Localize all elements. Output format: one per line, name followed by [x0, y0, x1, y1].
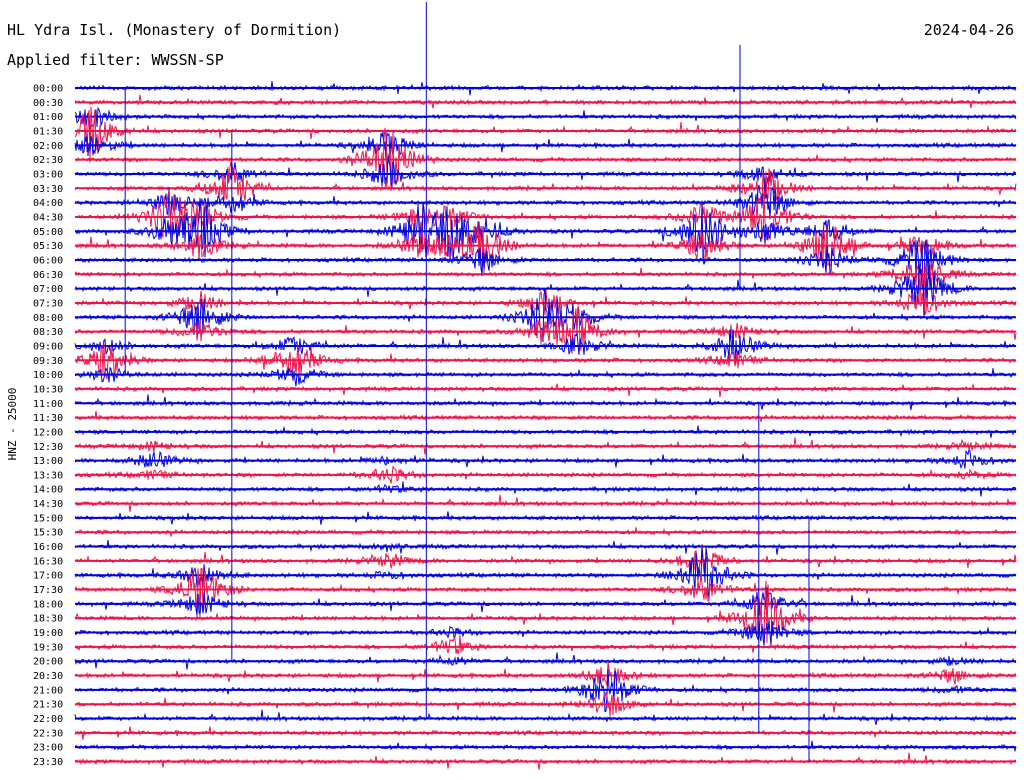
time-tick-label: 17:00 [33, 571, 63, 582]
trace-group [74, 2, 1017, 770]
time-tick-label: 18:00 [33, 599, 63, 610]
filter-label: Applied filter: WWSSN-SP [7, 51, 224, 69]
seismic-trace [74, 197, 1017, 263]
time-tick-label: 11:30 [33, 413, 63, 424]
time-tick-label: 23:00 [33, 743, 63, 754]
seismic-trace [74, 411, 1017, 423]
time-tick-label: 00:30 [33, 98, 63, 109]
time-tick-label: 19:00 [33, 628, 63, 639]
time-tick-label: 20:00 [33, 657, 63, 668]
time-tick-label: 14:30 [33, 499, 63, 510]
seismic-trace [74, 587, 1017, 617]
time-tick-label: 12:00 [33, 427, 63, 438]
seismic-trace [74, 709, 1017, 726]
date-label: 2024-04-26 [923, 21, 1014, 39]
seismic-trace [74, 449, 1017, 470]
seismic-trace [74, 394, 1017, 411]
time-tick-label: 06:00 [33, 255, 63, 266]
seismic-trace [74, 661, 1017, 687]
time-tick-label: 21:00 [33, 685, 63, 696]
time-tick-label: 16:00 [33, 542, 63, 553]
time-tick-label: 04:30 [33, 212, 63, 223]
seismic-trace [74, 94, 1017, 109]
time-tick-label: 11:00 [33, 399, 63, 410]
time-tick-label: 03:00 [33, 169, 63, 180]
seismic-trace [74, 544, 1017, 573]
time-tick-label: 02:00 [33, 141, 63, 152]
time-tick-label: 22:00 [33, 714, 63, 725]
time-tick-label: 05:30 [33, 241, 63, 252]
time-tick-label: 12:30 [33, 442, 63, 453]
time-tick-label: 13:30 [33, 470, 63, 481]
seismic-trace [74, 383, 1017, 398]
seismic-trace [74, 288, 1017, 343]
time-tick-label: 08:00 [33, 313, 63, 324]
time-tick-label: 03:30 [33, 184, 63, 195]
time-tick-label: 16:30 [33, 556, 63, 567]
time-tick-label: 07:30 [33, 298, 63, 309]
seismic-trace [74, 106, 1017, 130]
time-tick-label: 07:00 [33, 284, 63, 295]
time-tick-label: 01:00 [33, 112, 63, 123]
time-tick-label: 09:30 [33, 356, 63, 367]
time-tick-label: 17:30 [33, 585, 63, 596]
time-tick-label: 10:00 [33, 370, 63, 381]
time-tick-label: 20:30 [33, 671, 63, 682]
seismic-trace [74, 366, 1017, 387]
time-tick-label: 08:30 [33, 327, 63, 338]
time-tick-label: 14:00 [33, 485, 63, 496]
time-tick-label: 18:30 [33, 614, 63, 625]
time-tick-label: 15:30 [33, 528, 63, 539]
time-tick-label: 13:00 [33, 456, 63, 467]
time-tick-label: 09:00 [33, 341, 63, 352]
y-axis-label: HNZ - 25000 [6, 388, 19, 461]
seismic-trace [74, 131, 1017, 163]
time-tick-label: 02:30 [33, 155, 63, 166]
seismic-trace [74, 740, 1017, 753]
time-tick-label: 10:30 [33, 384, 63, 395]
time-tick-label: 21:30 [33, 700, 63, 711]
time-tick-label: 00:00 [33, 84, 63, 95]
station-title: HL Ydra Isl. (Monastery of Dormition) [7, 21, 342, 39]
time-tick-label: 06:30 [33, 270, 63, 281]
time-tick-label: 19:30 [33, 642, 63, 653]
time-tick-label: 04:00 [33, 198, 63, 209]
time-tick-label: 01:30 [33, 126, 63, 137]
seismic-trace [74, 634, 1017, 655]
time-tick-label: 23:30 [33, 757, 63, 768]
time-tick-label: 05:00 [33, 227, 63, 238]
time-tick-label: 15:00 [33, 513, 63, 524]
time-tick-label: 22:30 [33, 728, 63, 739]
time-tick-group: 00:00 00:30 01:00 01:30 02:00 02:30 03:00 03:30… [33, 84, 63, 769]
